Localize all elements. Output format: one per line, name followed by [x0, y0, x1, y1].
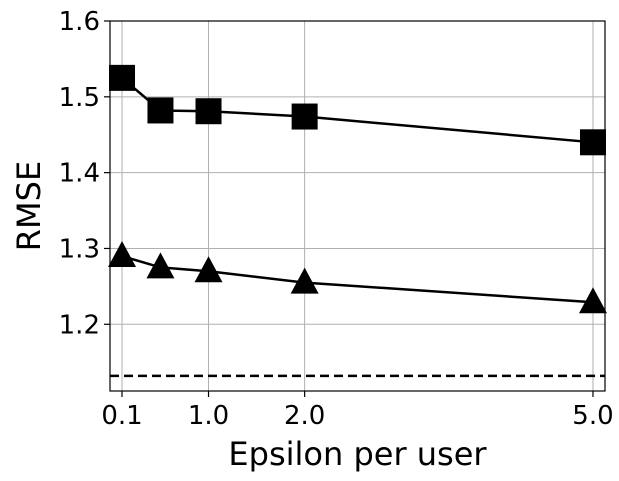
y-axis-title: RMSE [10, 161, 48, 251]
data-point-triangle [146, 252, 175, 279]
data-point-triangle [194, 256, 223, 283]
data-point-triangle [578, 287, 607, 314]
data-point-square [109, 64, 136, 91]
series-triangle [108, 241, 607, 314]
y-tick-label: 1.2 [59, 310, 100, 340]
series-line [121, 254, 594, 304]
x-tick-label: 0.1 [101, 401, 142, 431]
x-axis-title: Epsilon per user [228, 435, 487, 473]
data-point-square [195, 98, 222, 125]
series-square [109, 64, 606, 156]
x-tick-label: 5.0 [572, 401, 613, 431]
data-point-square [147, 97, 174, 124]
y-tick-label: 1.3 [59, 234, 100, 264]
data-point-triangle [290, 267, 319, 294]
series-group [108, 64, 607, 314]
data-point-square [579, 129, 606, 156]
y-tick-label: 1.4 [59, 159, 100, 189]
data-point-triangle [108, 241, 137, 268]
y-tick-label: 1.5 [59, 83, 100, 113]
data-point-square [291, 103, 318, 130]
x-tick-label: 2.0 [284, 401, 325, 431]
plot-frame [109, 20, 606, 392]
y-tick-label: 1.6 [59, 7, 100, 37]
series-line [121, 76, 594, 144]
grid [110, 20, 605, 391]
ticks: 1.2 1.3 1.4 1.5 1.6 0.1 1.0 2.0 5.0 [59, 7, 614, 431]
x-tick-label: 1.0 [188, 401, 229, 431]
